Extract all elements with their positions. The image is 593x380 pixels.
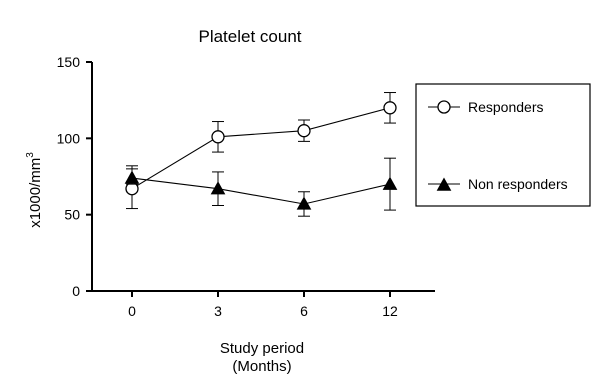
data-point-responders (383, 101, 397, 115)
y-axis-label: x1000/mm3 (25, 152, 44, 228)
data-point-non-responders (210, 181, 226, 195)
x-tick-label: 12 (382, 303, 398, 319)
legend-marker-triangle (436, 177, 452, 191)
legend-marker-circle (437, 100, 451, 114)
series-non-responders (124, 157, 398, 217)
y-tick-label: 50 (64, 207, 80, 223)
y-tick-label: 0 (72, 283, 80, 299)
svg-text:x1000/mm3: x1000/mm3 (25, 152, 44, 228)
y-tick-label: 150 (57, 54, 81, 70)
legend-entry: Non responders (428, 176, 568, 192)
data-point-non-responders (382, 176, 398, 190)
x-axis-label-line2: (Months) (232, 358, 291, 375)
legend: Responders Non responders (415, 83, 591, 207)
legend-label: Responders (468, 99, 544, 115)
data-point-non-responders (296, 196, 312, 210)
legend-entry: Responders (428, 99, 544, 115)
series-responders (125, 92, 397, 210)
x-axis-label-line1: Study period (220, 340, 304, 357)
legend-label: Non responders (468, 176, 568, 192)
data-point-non-responders (124, 170, 140, 184)
chart-title: Platelet count (198, 27, 301, 46)
data-point-responders (297, 124, 311, 138)
x-tick-label: 0 (128, 303, 136, 319)
data-point-responders (211, 130, 225, 144)
x-tick-label: 3 (214, 303, 222, 319)
y-axis-label-superscript: 3 (25, 152, 36, 158)
x-tick-label: 6 (300, 303, 308, 319)
y-axis-label-base: x1000/mm (27, 158, 44, 228)
y-tick-label: 100 (57, 130, 81, 146)
series-line (131, 177, 391, 205)
series-line (131, 107, 391, 190)
